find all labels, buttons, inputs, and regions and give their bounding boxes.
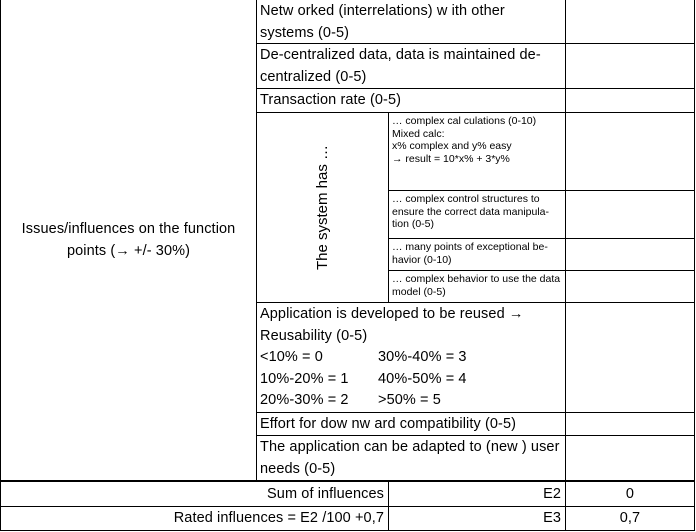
row-label: Transaction rate (0-5) bbox=[260, 92, 402, 108]
line: … many points of exceptional be-havior (… bbox=[392, 241, 548, 266]
value-cell[interactable] bbox=[565, 88, 695, 113]
value-cell[interactable] bbox=[565, 270, 695, 303]
line: … complex behavior to use the data model… bbox=[392, 273, 561, 298]
rated-value[interactable]: 0,7 bbox=[565, 506, 695, 531]
value-cell[interactable] bbox=[565, 238, 695, 271]
row-downward-compat: Effort for dow nw ard compatibility (0-5… bbox=[256, 412, 566, 436]
sum-cell-ref: E2 bbox=[388, 480, 566, 507]
rated-cell-ref: E3 bbox=[388, 506, 566, 531]
sub-row-exceptional: … many points of exceptional be-havior (… bbox=[388, 238, 566, 271]
rated-label: Rated influences = E2 /100 +0,7 bbox=[0, 506, 389, 531]
scale-item: >50% = 5 bbox=[378, 392, 441, 408]
line: Application is developed to be reused → bbox=[260, 306, 524, 322]
value-cell[interactable] bbox=[565, 112, 695, 191]
value-cell[interactable] bbox=[565, 0, 695, 44]
line: x% complex and y% easy bbox=[392, 140, 512, 152]
line: → result = 10*x% + 3*y% bbox=[392, 152, 510, 165]
row-networked: Netw orked (interrelations) w ith other … bbox=[256, 0, 566, 44]
sub-row-control-structures: … complex control structures to ensure t… bbox=[388, 190, 566, 239]
sum-label: Sum of influences bbox=[0, 480, 389, 507]
row-transaction-rate: Transaction rate (0-5) bbox=[256, 88, 566, 113]
left-label: Issues/influences on the function points… bbox=[21, 221, 236, 259]
row-label: Effort for dow nw ard compatibility (0-5… bbox=[260, 416, 517, 432]
value-cell[interactable] bbox=[565, 302, 695, 413]
line: Mixed calc: bbox=[392, 127, 445, 140]
value-cell[interactable] bbox=[565, 412, 695, 436]
sub-row-calculations: … complex cal culations (0-10) Mixed cal… bbox=[388, 112, 566, 191]
row-label: The application can be adapted to (new )… bbox=[260, 439, 560, 477]
row-decentralized: De-centralized data, data is maintained … bbox=[256, 43, 566, 89]
system-has-label: The system has … bbox=[313, 144, 331, 271]
scale-item: 20%-30% = 2 bbox=[260, 392, 349, 408]
value-cell[interactable] bbox=[565, 190, 695, 239]
system-has-cell: The system has … bbox=[256, 112, 389, 303]
line: … complex cal culations (0-10) bbox=[392, 115, 537, 127]
value-cell[interactable] bbox=[565, 435, 695, 481]
scale-item: 30%-40% = 3 bbox=[378, 349, 467, 365]
scale-item: 40%-50% = 4 bbox=[378, 370, 467, 387]
scale-item: 10%-20% = 1 bbox=[260, 370, 349, 387]
row-user-needs: The application can be adapted to (new )… bbox=[256, 435, 566, 481]
sub-row-data-model: … complex behavior to use the data model… bbox=[388, 270, 566, 303]
sum-value[interactable]: 0 bbox=[565, 480, 695, 507]
row-label: De-centralized data, data is maintained … bbox=[260, 47, 541, 85]
row-label: Netw orked (interrelations) w ith other … bbox=[260, 3, 505, 41]
line: Reusability (0-5) bbox=[260, 327, 368, 344]
left-label-cell: Issues/influences on the function points… bbox=[0, 0, 257, 481]
value-cell[interactable] bbox=[565, 43, 695, 89]
row-reuse: Application is developed to be reused → … bbox=[256, 302, 566, 413]
line: … complex control structures to ensure t… bbox=[392, 193, 550, 230]
scale-item: <10% = 0 bbox=[260, 349, 323, 365]
